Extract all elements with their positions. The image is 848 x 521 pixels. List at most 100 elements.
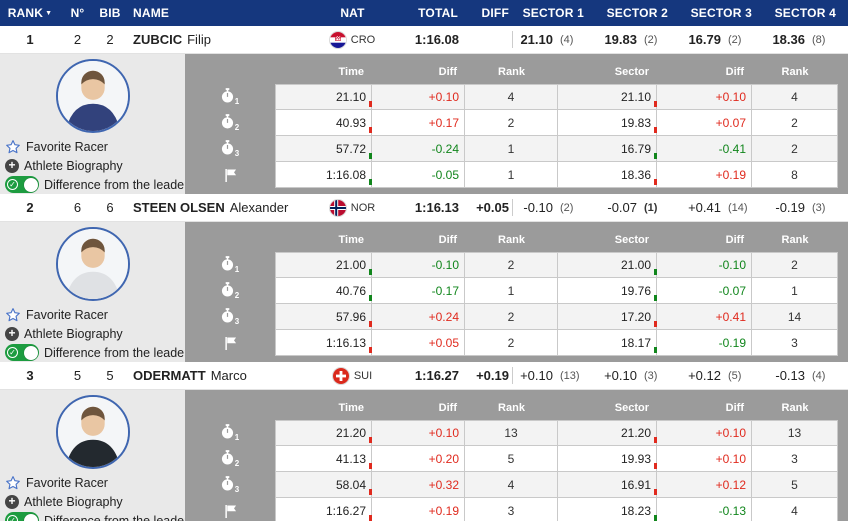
sector-diff: +0.12 bbox=[657, 472, 752, 498]
sector-rank: 3 bbox=[752, 330, 838, 356]
rank-value: 3 bbox=[26, 368, 34, 383]
sector-diff: +0.19 bbox=[657, 162, 752, 188]
toggle-on-icon[interactable]: ✓ bbox=[5, 176, 39, 193]
favorite-racer-button[interactable]: Favorite Racer bbox=[0, 305, 185, 324]
flag-icon bbox=[329, 199, 346, 216]
header-nat: NAT bbox=[340, 6, 365, 20]
sector4-summary: -0.19 (3) bbox=[775, 200, 826, 215]
trend-tick bbox=[654, 153, 657, 159]
toggle-on-icon[interactable]: ✓ bbox=[5, 512, 39, 521]
racer-name: ZUBCIC Filip bbox=[133, 32, 211, 47]
sector4-summary: 18.36 (8) bbox=[772, 32, 826, 47]
sector1-summary: 21.10 (4) bbox=[512, 26, 596, 53]
difference-from-leader-label: Difference from the leader bbox=[44, 345, 189, 360]
racer-detail-panel: Favorite Racer + Athlete Biography ✓ Dif… bbox=[0, 54, 848, 194]
trend-tick bbox=[369, 179, 372, 185]
sector-value: 21.20 bbox=[558, 420, 657, 446]
total-time: 1:16.13 bbox=[414, 200, 459, 215]
athlete-biography-button[interactable]: + Athlete Biography bbox=[0, 492, 185, 511]
col-time: Time bbox=[338, 234, 364, 246]
split-row-finish: 1:16.13 +0.05 2 18.17 -0.19 3 bbox=[185, 330, 838, 356]
trend-tick bbox=[369, 101, 372, 107]
plus-icon: + bbox=[5, 494, 19, 509]
stopwatch-2-icon: 2 bbox=[185, 446, 275, 472]
nationality-cell: SUI bbox=[320, 367, 385, 384]
time-value: 21.10 bbox=[275, 84, 372, 110]
sector-value: 16.91 bbox=[558, 472, 657, 498]
difference-from-leader-toggle[interactable]: ✓ Difference from the leader bbox=[0, 343, 189, 362]
sector-diff: -0.41 bbox=[657, 136, 752, 162]
nat-code: NOR bbox=[350, 201, 376, 214]
difference-from-leader-toggle[interactable]: ✓ Difference from the leader bbox=[0, 175, 188, 194]
sector-rank: 13 bbox=[752, 420, 838, 446]
trend-tick bbox=[369, 489, 372, 495]
time-diff: +0.10 bbox=[372, 84, 465, 110]
time-rank: 1 bbox=[465, 136, 558, 162]
col-rank: Rank bbox=[781, 402, 809, 414]
athlete-biography-button[interactable]: + Athlete Biography bbox=[0, 156, 185, 175]
header-rank-label: RANK bbox=[7, 6, 44, 20]
star-icon bbox=[5, 139, 21, 155]
rank-value: 2 bbox=[26, 200, 34, 215]
split-table-header: Time Diff Rank Sector Diff Rank bbox=[185, 396, 838, 420]
sector-value: 18.23 bbox=[558, 498, 657, 521]
racer-info-pane: Favorite Racer + Athlete Biography ✓ Dif… bbox=[0, 390, 188, 521]
time-diff: +0.17 bbox=[372, 110, 465, 136]
trend-tick bbox=[369, 463, 372, 469]
results-table-header: RANK ▼ N° BIB NAME NAT TOTAL DIFF SECTOR … bbox=[0, 0, 848, 26]
favorite-racer-button[interactable]: Favorite Racer bbox=[0, 473, 185, 492]
stopwatch-1-icon: 1 bbox=[185, 84, 275, 110]
finish-flag-icon bbox=[185, 330, 275, 356]
flag-icon bbox=[332, 367, 349, 384]
athlete-biography-label: Athlete Biography bbox=[24, 326, 123, 341]
time-value: 21.20 bbox=[275, 420, 372, 446]
sector-diff: +0.10 bbox=[657, 84, 752, 110]
sector-rank: 2 bbox=[752, 136, 838, 162]
racer-row[interactable]: 3 5 5 ODERMATT Marco S bbox=[0, 362, 848, 390]
split-row-intermediate-3: 3 57.72 -0.24 1 16.79 -0.41 2 bbox=[185, 136, 838, 162]
athlete-biography-button[interactable]: + Athlete Biography bbox=[0, 324, 185, 343]
col-rank: Rank bbox=[498, 402, 525, 414]
total-time: 1:16.08 bbox=[414, 32, 459, 47]
header-rank[interactable]: RANK ▼ bbox=[0, 6, 60, 20]
difference-from-leader-toggle[interactable]: ✓ Difference from the leader bbox=[0, 511, 188, 521]
time-value: 41.13 bbox=[275, 446, 372, 472]
split-table-header: Time Diff Rank Sector Diff Rank bbox=[185, 228, 838, 252]
trend-tick bbox=[369, 321, 372, 327]
stopwatch-1-icon: 1 bbox=[185, 420, 275, 446]
split-times-pane: Time Diff Rank Sector Diff Rank 1 21.00 … bbox=[185, 222, 848, 362]
racer-row[interactable]: 1 2 2 ZUBCIC Filip CRO bbox=[0, 26, 848, 54]
time-diff: -0.10 bbox=[372, 252, 465, 278]
racer-name: STEEN OLSEN Alexander bbox=[133, 200, 289, 215]
nationality-cell: CRO bbox=[320, 31, 385, 48]
racer-section: 2 6 6 STEEN OLSEN Alexander bbox=[0, 194, 848, 362]
col-rank: Rank bbox=[498, 66, 525, 78]
col-diff: Diff bbox=[438, 402, 457, 414]
sector3-summary: 16.79 (2) bbox=[688, 32, 742, 47]
col-rank: Rank bbox=[781, 66, 809, 78]
finish-flag-icon bbox=[185, 498, 275, 521]
time-diff: -0.17 bbox=[372, 278, 465, 304]
header-sector4: SECTOR 4 bbox=[774, 6, 836, 20]
header-bib: BIB bbox=[99, 6, 121, 20]
col-diff: Diff bbox=[725, 402, 744, 414]
racer-row[interactable]: 2 6 6 STEEN OLSEN Alexander bbox=[0, 194, 848, 222]
time-diff: -0.05 bbox=[372, 162, 465, 188]
sector-rank: 8 bbox=[752, 162, 838, 188]
sector-diff: +0.07 bbox=[657, 110, 752, 136]
favorite-racer-button[interactable]: Favorite Racer bbox=[0, 137, 185, 156]
sort-desc-icon: ▼ bbox=[45, 10, 53, 17]
col-diff: Diff bbox=[438, 234, 457, 246]
time-value: 58.04 bbox=[275, 472, 372, 498]
racer-section: 3 5 5 ODERMATT Marco S bbox=[0, 362, 848, 521]
split-row-finish: 1:16.27 +0.19 3 18.23 -0.13 4 bbox=[185, 498, 838, 521]
sector-rank: 5 bbox=[752, 472, 838, 498]
trend-tick bbox=[654, 463, 657, 469]
header-name: NAME bbox=[133, 6, 170, 20]
athlete-biography-label: Athlete Biography bbox=[24, 158, 123, 173]
trend-tick bbox=[654, 295, 657, 301]
time-diff: +0.19 bbox=[372, 498, 465, 521]
toggle-on-icon[interactable]: ✓ bbox=[5, 344, 39, 361]
sector-value: 19.76 bbox=[558, 278, 657, 304]
sector-diff: -0.19 bbox=[657, 330, 752, 356]
